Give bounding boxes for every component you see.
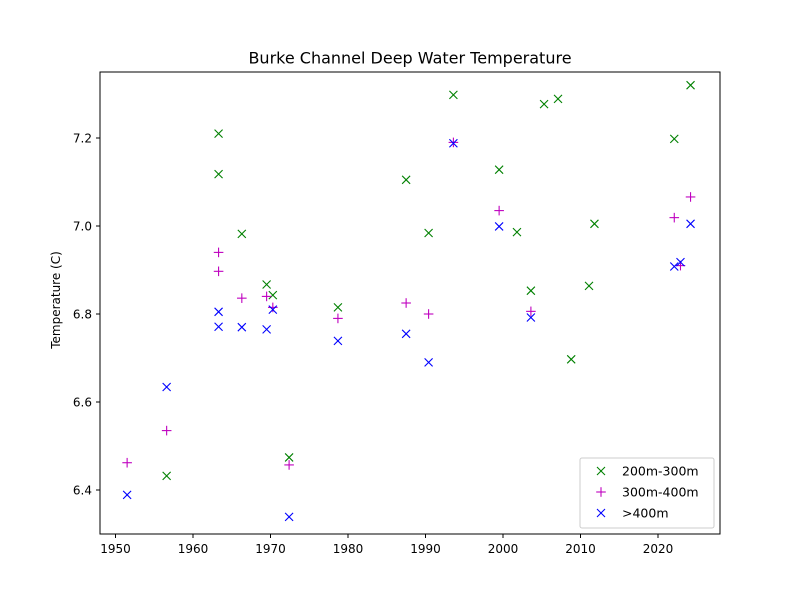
data-point <box>494 165 504 175</box>
data-point <box>686 80 695 90</box>
data-point <box>686 219 695 229</box>
x-tick-label: 1970 <box>255 542 286 556</box>
data-point <box>333 303 343 312</box>
data-point <box>284 460 294 470</box>
data-point <box>669 134 679 144</box>
series-3 <box>122 138 695 522</box>
data-point <box>494 222 504 231</box>
data-point <box>214 129 223 138</box>
chart-title: Burke Channel Deep Water Temperature <box>248 49 571 68</box>
data-point <box>161 425 172 436</box>
y-tick-label: 6.8 <box>73 308 92 322</box>
data-point <box>669 262 679 271</box>
legend: 200m-300m 300m-400m >400m <box>579 457 715 529</box>
legend-label: 200m-300m <box>622 464 699 479</box>
data-point <box>526 306 536 317</box>
data-point <box>566 354 576 364</box>
x-tick-label: 2000 <box>488 542 519 556</box>
legend-label: >400m <box>622 506 669 521</box>
data-point <box>122 457 132 468</box>
data-point <box>261 291 272 302</box>
data-point <box>262 280 272 289</box>
data-point <box>268 302 278 313</box>
data-point <box>268 290 278 300</box>
data-point <box>553 94 563 104</box>
data-point <box>122 490 132 500</box>
data-point <box>401 298 411 308</box>
data-point <box>284 512 294 522</box>
data-point <box>526 286 536 296</box>
data-point <box>268 305 278 314</box>
data-point <box>333 336 343 346</box>
data-point <box>401 329 411 339</box>
x-tick-label: 1980 <box>333 542 364 556</box>
plot-points <box>122 80 696 522</box>
legend-marker <box>596 508 606 518</box>
y-tick-label: 7.0 <box>73 220 92 234</box>
data-point <box>669 212 680 223</box>
series-1 <box>162 80 695 481</box>
data-point <box>162 382 172 392</box>
data-point <box>676 257 685 267</box>
data-point <box>333 313 343 324</box>
data-point <box>449 138 458 148</box>
y-tick-label: 6.6 <box>73 396 92 410</box>
x-tick-label: 1990 <box>410 542 441 556</box>
x-tick-label: 2020 <box>643 542 674 556</box>
data-point <box>539 99 549 109</box>
data-point <box>448 137 459 148</box>
legend-box <box>579 457 715 529</box>
legend-marker <box>596 466 606 476</box>
x-tick-label: 1960 <box>178 542 209 556</box>
data-point <box>449 90 458 100</box>
data-point <box>262 325 272 334</box>
legend-label: 300m-400m <box>622 485 699 500</box>
data-point <box>213 266 224 277</box>
data-point <box>214 322 223 332</box>
data-point <box>512 227 522 237</box>
data-point <box>284 453 294 462</box>
data-point <box>590 219 599 229</box>
data-point <box>494 205 504 216</box>
data-point <box>424 358 433 367</box>
legend-marker <box>596 487 606 497</box>
y-tick-label: 6.4 <box>73 484 92 498</box>
data-point <box>526 313 536 322</box>
data-point <box>401 175 411 185</box>
data-point <box>214 307 223 317</box>
data-point <box>584 281 594 291</box>
y-axis-label: Temperature (C) <box>49 251 63 350</box>
data-point <box>237 322 247 332</box>
data-point <box>214 169 223 179</box>
data-point <box>237 229 247 239</box>
data-point <box>237 293 247 303</box>
data-point <box>685 192 696 202</box>
y-tick-label: 7.2 <box>73 132 92 146</box>
data-point <box>423 309 434 319</box>
data-point <box>424 228 433 238</box>
plot-frame <box>99 71 721 535</box>
axes: 1950 1960 1970 1980 1990 2000 2010 2020 6.4 6.6 6.… <box>73 71 721 556</box>
data-point <box>213 247 224 258</box>
data-point <box>162 471 172 481</box>
x-tick-label: 2010 <box>565 542 596 556</box>
series-2 <box>122 137 696 470</box>
x-tick-label: 1950 <box>100 542 131 556</box>
